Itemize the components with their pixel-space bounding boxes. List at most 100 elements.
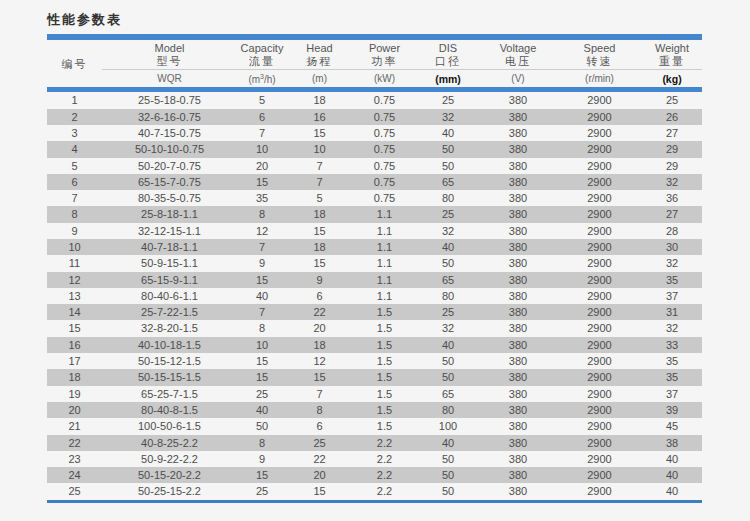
table-cell: 32 [417, 320, 479, 336]
table-cell: 25-8-18-1.1 [102, 206, 237, 222]
table-cell: 20 [287, 320, 352, 336]
table-cell: 6 [287, 288, 352, 304]
table-cell: 50-9-22-2.2 [102, 451, 237, 467]
table-cell: 29 [642, 141, 702, 157]
table-cell: 8 [237, 435, 287, 451]
table-cell: 35 [642, 369, 702, 385]
header-units-row: WQR (m3/h) (m) (kW) (mm) (V) (r/min) (kg… [47, 70, 702, 88]
table-cell: 380 [479, 386, 557, 402]
table-cell: 20 [287, 467, 352, 483]
col-header-capacity: Capacity 流量 [237, 40, 287, 70]
table-cell: 380 [479, 369, 557, 385]
table-cell: 15 [237, 353, 287, 369]
table-row: 932-12-15-1.112151.132380290028 [47, 223, 702, 239]
table-cell: 40 [237, 288, 287, 304]
table-cell: 50-15-20-2.2 [102, 467, 237, 483]
table-cell: 50-15-15-1.5 [102, 369, 237, 385]
table-cell: 7 [237, 304, 287, 320]
table-cell: 1.1 [352, 255, 417, 271]
table-row: 340-7-15-0.757150.7540380290027 [47, 125, 702, 141]
col-header-voltage: Voltage 电压 [479, 40, 557, 70]
table-cell: 380 [479, 125, 557, 141]
page-title: 性能参数表 [47, 11, 750, 29]
table-cell: 50-15-12-1.5 [102, 353, 237, 369]
table-cell: 50 [417, 451, 479, 467]
table-cell: 380 [479, 255, 557, 271]
table-cell: 40-8-25-2.2 [102, 435, 237, 451]
col-header-voltage-zh: 电压 [479, 55, 557, 68]
table-cell: 380 [479, 483, 557, 499]
table-cell: 5 [47, 158, 102, 174]
table-cell: 35 [642, 353, 702, 369]
table-cell: 2900 [557, 141, 642, 157]
table-cell: 25 [47, 483, 102, 499]
table-row: 450-10-10-0.7510100.7550380290029 [47, 141, 702, 157]
table-cell: 50-9-15-1.1 [102, 255, 237, 271]
table-cell: 380 [479, 435, 557, 451]
table-cell: 380 [479, 418, 557, 434]
table-cell: 7 [287, 158, 352, 174]
unit-weight: (kg) [642, 70, 702, 88]
table-cell: 32 [417, 109, 479, 125]
parameter-table: 编号 Model 型号 Capacity 流量 Head 扬程 Power 功率 [47, 40, 702, 87]
col-header-weight-en: Weight [642, 42, 702, 55]
col-header-power: Power 功率 [352, 40, 417, 70]
table-cell: 28 [642, 223, 702, 239]
table-cell: 22 [287, 304, 352, 320]
table-cell: 25 [417, 304, 479, 320]
table-row: 2080-40-8-1.54081.580380290039 [47, 402, 702, 418]
table-cell: 15 [287, 369, 352, 385]
table-cell: 9 [237, 255, 287, 271]
table-cell: 1.5 [352, 320, 417, 336]
table-cell: 1.5 [352, 418, 417, 434]
col-header-power-zh: 功率 [352, 55, 417, 68]
table-cell: 380 [479, 272, 557, 288]
header-label-row: 编号 Model 型号 Capacity 流量 Head 扬程 Power 功率 [47, 40, 702, 70]
table-cell: 2.2 [352, 451, 417, 467]
table-cell: 18 [47, 369, 102, 385]
table-cell: 2.2 [352, 467, 417, 483]
table-cell: 36 [642, 190, 702, 206]
table-cell: 2900 [557, 337, 642, 353]
table-row: 1965-25-7-1.52571.565380290037 [47, 386, 702, 402]
table-cell: 1.5 [352, 337, 417, 353]
table-row: 1150-9-15-1.19151.150380290032 [47, 255, 702, 271]
table-cell: 5 [237, 92, 287, 108]
table-cell: 2900 [557, 125, 642, 141]
table-row: 21100-50-6-1.55061.5100380290045 [47, 418, 702, 434]
table-cell: 0.75 [352, 190, 417, 206]
table-row: 125-5-18-0.755180.7525380290025 [47, 92, 702, 108]
table-cell: 19 [47, 386, 102, 402]
table-cell: 2900 [557, 369, 642, 385]
table-cell: 2900 [557, 435, 642, 451]
table-cell: 2900 [557, 239, 642, 255]
table-cell: 380 [479, 174, 557, 190]
table-cell: 40-10-18-1.5 [102, 337, 237, 353]
table-cell: 2900 [557, 386, 642, 402]
table-cell: 31 [642, 304, 702, 320]
table-cell: 16 [287, 109, 352, 125]
table-cell: 33 [642, 337, 702, 353]
table-cell: 100 [417, 418, 479, 434]
table-cell: 2900 [557, 109, 642, 125]
table-header: 编号 Model 型号 Capacity 流量 Head 扬程 Power 功率 [47, 40, 702, 87]
table-cell: 380 [479, 304, 557, 320]
table-cell: 15 [287, 255, 352, 271]
col-header-weight-zh: 重量 [642, 55, 702, 68]
col-header-power-en: Power [352, 42, 417, 55]
parameter-table-body: 125-5-18-0.755180.7525380290025232-6-16-… [47, 92, 702, 499]
table-cell: 65-15-7-0.75 [102, 174, 237, 190]
table-cell: 80 [417, 288, 479, 304]
table-cell: 2900 [557, 255, 642, 271]
table-row: 2240-8-25-2.28252.240380290038 [47, 435, 702, 451]
col-header-dis: DIS 口径 [417, 40, 479, 70]
table-cell: 380 [479, 320, 557, 336]
table-cell: 50 [417, 353, 479, 369]
table-cell: 0.75 [352, 158, 417, 174]
table-cell: 2900 [557, 288, 642, 304]
table-cell: 40 [642, 483, 702, 499]
table-cell: 7 [237, 239, 287, 255]
table-cell: 0.75 [352, 125, 417, 141]
table-cell: 0.75 [352, 141, 417, 157]
table-cell: 25 [417, 206, 479, 222]
